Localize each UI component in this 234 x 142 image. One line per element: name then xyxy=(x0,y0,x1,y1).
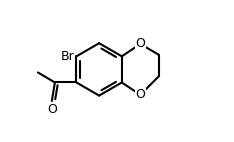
Text: O: O xyxy=(47,103,57,115)
Text: Br: Br xyxy=(60,50,74,63)
Text: O: O xyxy=(135,88,145,101)
Text: O: O xyxy=(135,37,145,51)
